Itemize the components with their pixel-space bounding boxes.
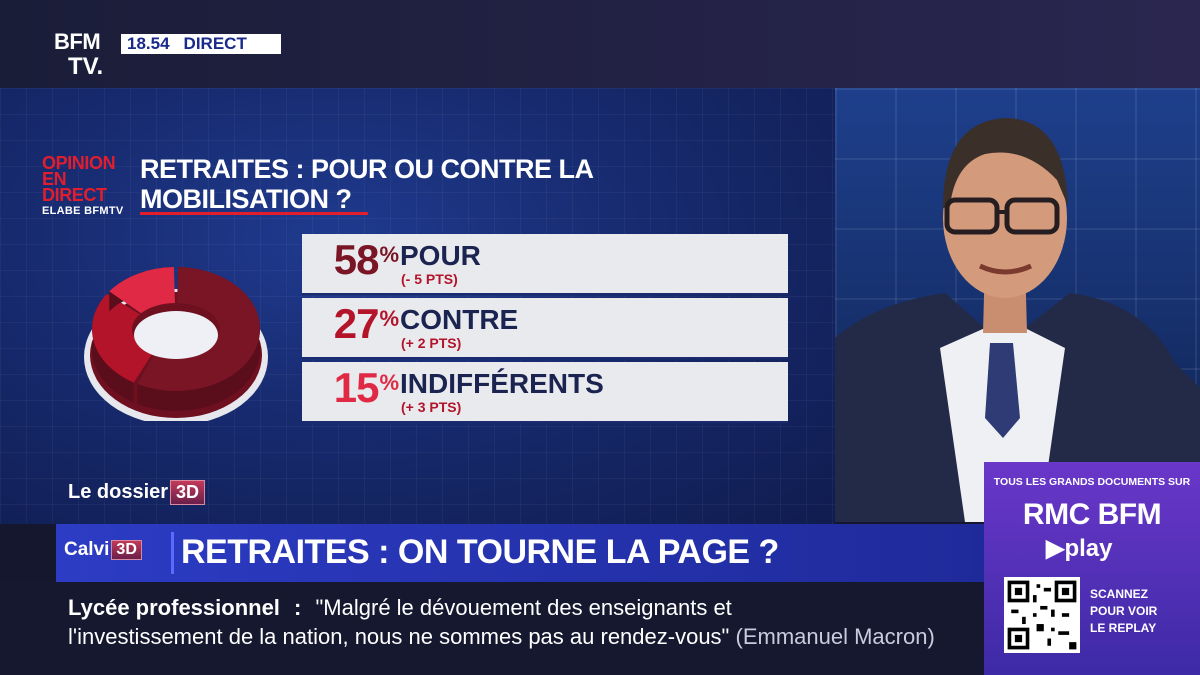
poll-percent-value: 15 bbox=[333, 364, 380, 411]
ticker-quote-part1: "Malgré le dévouement des enseignants et bbox=[315, 595, 732, 620]
poll-percent-sign: % bbox=[379, 306, 399, 331]
promo-play: ▶play bbox=[1046, 535, 1113, 562]
poll-label: INDIFFÉRENTS bbox=[400, 368, 604, 399]
bfmtv-logo: BFM TV. bbox=[54, 31, 118, 83]
ticker-quote-part2: l'investissement de la nation, nous ne s… bbox=[68, 624, 730, 649]
poll-percent-value: 27 bbox=[333, 300, 380, 347]
logo-line2: TV. bbox=[68, 53, 104, 80]
donut-hole bbox=[134, 311, 218, 359]
ticker-author: (Emmanuel Macron) bbox=[735, 624, 935, 649]
headline: RETRAITES : ON TOURNE LA PAGE ? bbox=[181, 533, 779, 571]
dossier-text: Le dossier bbox=[68, 481, 169, 503]
promo-scan-text: SCANNEZ POUR VOIR LE REPLAY bbox=[1090, 586, 1157, 637]
opinion-line1: OPINION bbox=[42, 153, 116, 173]
dossier-3d-badge: 3D bbox=[170, 480, 206, 505]
logo-line1: BFM bbox=[54, 29, 101, 54]
ticker-colon: : bbox=[294, 595, 302, 620]
poll-percent-sign: % bbox=[379, 370, 399, 395]
show-name: Calvi bbox=[64, 539, 110, 560]
poll-row: 27% CONTRE (+ 2 PTS) bbox=[302, 298, 788, 359]
poll-delta: (- 5 PTS) bbox=[401, 271, 458, 287]
presenter-figure bbox=[835, 118, 1200, 522]
poll-row: 15% INDIFFÉRENTS (+ 3 PTS) bbox=[302, 362, 788, 423]
headline-bar bbox=[56, 524, 984, 582]
poll-percent-sign: % bbox=[379, 242, 399, 267]
headline-separator bbox=[171, 532, 174, 574]
poll-results: 58% POUR (- 5 PTS) 27% CONTRE (+ 2 PTS) 15% IND… bbox=[302, 234, 788, 426]
clock-live-badge: 18.54 DIRECT bbox=[121, 34, 281, 54]
ticker-topic: Lycée professionnel bbox=[68, 595, 280, 620]
donut-chart bbox=[84, 267, 268, 421]
promo-scan-1: SCANNEZ bbox=[1090, 587, 1149, 601]
poll-percent: 27% bbox=[310, 300, 399, 348]
opinion-line2: EN DIRECT bbox=[42, 169, 107, 205]
clock: 18.54 bbox=[127, 34, 170, 53]
ticker-line2: l'investissement de la nation, nous ne s… bbox=[68, 624, 935, 650]
poll-percent: 15% bbox=[310, 364, 399, 412]
poll-label: POUR bbox=[400, 240, 481, 271]
promo-scan-2: POUR VOIR bbox=[1090, 604, 1158, 618]
poll-title-line1: RETRAITES : POUR OU CONTRE LA bbox=[140, 154, 594, 184]
donut-slice bbox=[109, 267, 175, 314]
poll-label: CONTRE bbox=[400, 304, 519, 335]
donut-slice-side bbox=[92, 293, 134, 403]
poll-percent-value: 58 bbox=[333, 236, 380, 283]
poll-title: RETRAITES : POUR OU CONTRE LA MOBILISATI… bbox=[140, 154, 594, 214]
ticker-line1: Lycée professionnel : "Malgré le dévouem… bbox=[68, 595, 732, 621]
poll-delta: (+ 3 PTS) bbox=[401, 399, 462, 415]
opinion-badge: OPINION EN DIRECT ELABE BFMTV bbox=[42, 153, 132, 217]
qr-code[interactable] bbox=[1004, 577, 1080, 653]
show-3d-badge: 3D bbox=[111, 540, 142, 560]
title-underline bbox=[140, 212, 368, 215]
donut-slice bbox=[137, 267, 260, 391]
replay-promo: TOUS LES GRANDS DOCUMENTS SUR RMC BFM ▶p… bbox=[984, 462, 1200, 675]
dossier-label: Le dossier 3D bbox=[68, 480, 206, 505]
poll-panel: OPINION EN DIRECT ELABE BFMTV RETRAITES … bbox=[0, 88, 835, 524]
donut-slice-side bbox=[137, 267, 260, 411]
show-label: Calvi 3D bbox=[64, 539, 142, 561]
promo-top-text: TOUS LES GRANDS DOCUMENTS SUR bbox=[993, 476, 1191, 488]
live-label: DIRECT bbox=[183, 34, 247, 53]
studio-video bbox=[835, 88, 1200, 522]
promo-brand: RMC BFM bbox=[1022, 498, 1162, 531]
donut-slice bbox=[92, 293, 154, 383]
opinion-source: ELABE BFMTV bbox=[42, 205, 124, 217]
poll-delta: (+ 2 PTS) bbox=[401, 335, 462, 351]
news-ticker bbox=[0, 582, 984, 675]
poll-title-line2: MOBILISATION ? bbox=[140, 184, 352, 214]
poll-percent: 58% bbox=[310, 236, 399, 284]
poll-row: 58% POUR (- 5 PTS) bbox=[302, 234, 788, 295]
promo-scan-3: LE REPLAY bbox=[1090, 621, 1157, 635]
